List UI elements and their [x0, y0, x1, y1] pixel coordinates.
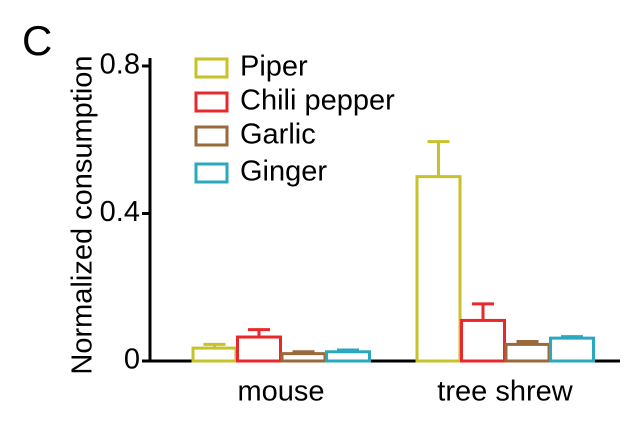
bar	[415, 175, 462, 363]
y-tick-label: 0.8	[100, 49, 140, 81]
y-tick-label: 0	[124, 344, 140, 376]
legend-label: Chili pepper	[240, 85, 395, 117]
panel-label: C	[22, 17, 52, 64]
bar	[460, 318, 506, 363]
x-tick-label: mouse	[237, 376, 324, 408]
bar	[504, 342, 551, 363]
legend-swatch	[194, 91, 229, 113]
legend-swatch	[194, 125, 229, 147]
legend-label: Garlic	[240, 119, 316, 151]
bar	[549, 336, 595, 363]
bar	[325, 350, 371, 363]
legend-label: Ginger	[240, 156, 327, 188]
bar	[236, 335, 282, 363]
bar	[280, 352, 327, 363]
legend-label: Piper	[240, 51, 308, 83]
bar	[191, 346, 238, 363]
legend-swatch	[194, 57, 229, 79]
y-axis-label: Normalized consumption	[67, 55, 99, 374]
x-tick-label: tree shrew	[437, 376, 573, 408]
legend-swatch	[194, 162, 229, 184]
y-tick-label: 0.4	[100, 196, 140, 228]
